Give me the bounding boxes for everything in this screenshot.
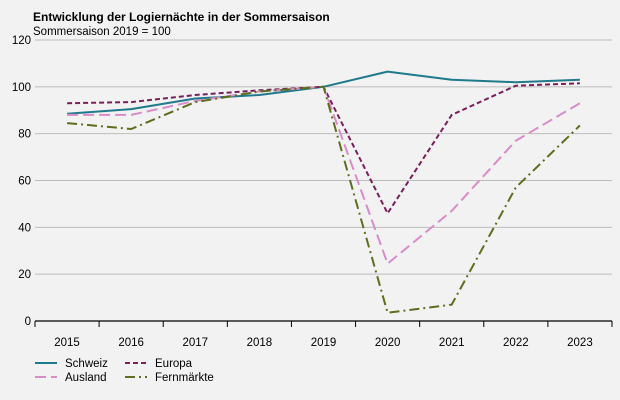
legend-label: Europa: [155, 358, 193, 370]
x-tick-label: 2023: [567, 337, 593, 349]
y-tick-label: 60: [18, 176, 31, 188]
series-line: [67, 82, 580, 215]
x-tick-label: 2017: [182, 337, 208, 349]
legend-label: Schweiz: [65, 358, 108, 370]
x-tick-label: 2015: [54, 337, 80, 349]
y-tick-label: 100: [12, 82, 31, 94]
y-axis: 0 20 40 60 80 100 120: [12, 35, 31, 328]
x-tick-label: 2016: [118, 337, 144, 349]
y-tick-label: 20: [18, 269, 31, 281]
y-tick-label: 120: [12, 35, 31, 47]
legend: Schweiz Europa Ausland Fernmärkte: [35, 358, 214, 384]
x-tick-label: 2022: [503, 337, 529, 349]
gridlines: [35, 39, 612, 275]
chart-subtitle: Sommersaison 2019 = 100: [33, 26, 171, 38]
x-tick-label: 2019: [311, 337, 337, 349]
chart-title: Entwicklung der Logiernächte in der Somm…: [33, 10, 330, 24]
x-tick-label: 2020: [375, 337, 401, 349]
series-line: [67, 85, 581, 265]
series-line: [67, 85, 581, 314]
series-lines: [67, 70, 581, 314]
y-tick-label: 40: [18, 222, 31, 234]
series-line: [67, 70, 580, 115]
legend-label: Fernmärkte: [155, 372, 214, 384]
x-tick-label: 2018: [247, 337, 273, 349]
legend-label: Ausland: [65, 372, 107, 384]
y-tick-label: 0: [25, 316, 31, 328]
x-tick-label: 2021: [439, 337, 465, 349]
x-axis: 2015 2016 2017 2018 2019 2020 2021 2022 2023: [34, 320, 613, 349]
y-tick-label: 80: [18, 129, 31, 141]
